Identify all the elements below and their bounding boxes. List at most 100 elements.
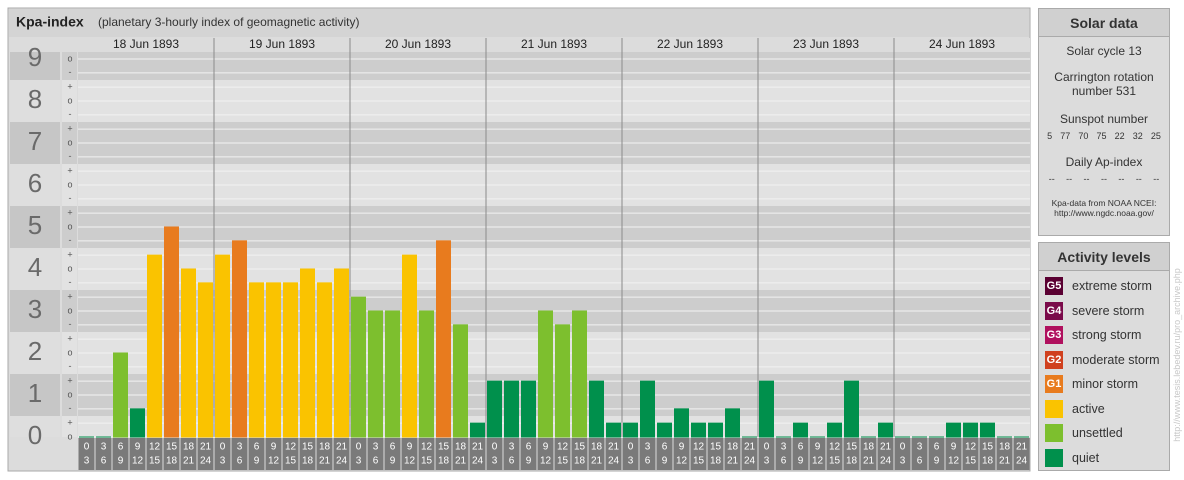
hour-end: 12 bbox=[676, 456, 688, 467]
sub-tick-label: o bbox=[67, 305, 72, 315]
hour-end: 3 bbox=[764, 456, 770, 467]
bar bbox=[96, 436, 111, 438]
hour-end: 6 bbox=[917, 456, 923, 467]
hour-cell bbox=[112, 438, 129, 470]
hour-cell bbox=[639, 438, 656, 470]
source-url: http://www.ngdc.noaa.gov/ bbox=[1054, 208, 1154, 218]
solar-cycle: Solar cycle 13 bbox=[1066, 44, 1142, 58]
hour-cell bbox=[554, 438, 571, 470]
hour-end: 15 bbox=[965, 456, 977, 467]
hour-cell bbox=[418, 438, 435, 470]
hour-end: 12 bbox=[948, 456, 960, 467]
y-tick-label: 9 bbox=[28, 42, 42, 72]
legend-item: G3 strong storm bbox=[1039, 323, 1169, 348]
hour-cell bbox=[520, 438, 537, 470]
bar bbox=[453, 324, 468, 438]
hour-end: 9 bbox=[798, 456, 804, 467]
sub-tick-label: - bbox=[69, 151, 72, 161]
bar bbox=[300, 268, 315, 438]
bar bbox=[487, 380, 502, 438]
sub-tick-label: o bbox=[67, 221, 72, 231]
hour-end: 21 bbox=[319, 456, 331, 467]
hour-cell bbox=[401, 438, 418, 470]
hour-cell bbox=[78, 438, 95, 470]
hour-cell bbox=[129, 438, 146, 470]
bar bbox=[555, 324, 570, 438]
bar bbox=[793, 422, 808, 438]
hour-cell bbox=[163, 438, 180, 470]
sub-tick-label: o bbox=[67, 53, 72, 63]
legend-item: G2 moderate storm bbox=[1039, 348, 1169, 373]
hour-end: 18 bbox=[438, 456, 450, 467]
hour-cell bbox=[231, 438, 248, 470]
bar bbox=[283, 282, 298, 438]
sub-band bbox=[62, 122, 77, 164]
hour-start: 12 bbox=[829, 442, 841, 453]
y-tick-label: 5 bbox=[28, 210, 42, 240]
hour-end: 21 bbox=[999, 456, 1011, 467]
hour-start: 6 bbox=[254, 442, 260, 453]
sub-tick-label: + bbox=[67, 418, 72, 428]
bar bbox=[215, 254, 230, 438]
hour-cell bbox=[775, 438, 792, 470]
sub-tick-label: - bbox=[69, 277, 72, 287]
label-band bbox=[10, 332, 60, 374]
legend-item: unsettled bbox=[1039, 421, 1169, 446]
bar bbox=[759, 380, 774, 438]
legend-swatch: G1 bbox=[1045, 375, 1063, 394]
legend-label: strong storm bbox=[1072, 328, 1142, 343]
bar bbox=[861, 436, 876, 438]
hour-cell bbox=[350, 438, 367, 470]
hour-cell bbox=[605, 438, 622, 470]
hour-cell bbox=[673, 438, 690, 470]
hour-start: 21 bbox=[608, 442, 620, 453]
hour-cell bbox=[724, 438, 741, 470]
sub-band bbox=[62, 332, 77, 374]
sub-tick-label: - bbox=[69, 193, 72, 203]
hour-cell bbox=[792, 438, 809, 470]
bar bbox=[232, 240, 247, 438]
hour-cell bbox=[503, 438, 520, 470]
label-band bbox=[10, 248, 60, 290]
hour-start: 18 bbox=[319, 442, 331, 453]
hour-start: 0 bbox=[84, 442, 90, 453]
hour-start: 12 bbox=[149, 442, 161, 453]
hour-start: 6 bbox=[798, 442, 804, 453]
ap-value: -- bbox=[1153, 174, 1160, 184]
panel-title: Solar data bbox=[1039, 9, 1169, 37]
hour-start: 0 bbox=[220, 442, 226, 453]
bar bbox=[929, 436, 944, 438]
hour-cell bbox=[690, 438, 707, 470]
bar bbox=[538, 310, 553, 438]
hour-end: 15 bbox=[421, 456, 433, 467]
hour-start: 0 bbox=[764, 442, 770, 453]
hour-end: 21 bbox=[727, 456, 739, 467]
chart-subtitle: (planetary 3-hourly index of geomagnetic… bbox=[98, 15, 359, 29]
bar bbox=[606, 422, 621, 438]
hour-end: 12 bbox=[268, 456, 280, 467]
hour-cell bbox=[758, 438, 775, 470]
legend-swatch: G2 bbox=[1045, 350, 1063, 369]
legend-item: G1 minor storm bbox=[1039, 372, 1169, 397]
hour-cell bbox=[146, 438, 163, 470]
hour-start: 15 bbox=[438, 442, 450, 453]
hour-cell bbox=[265, 438, 282, 470]
hour-start: 0 bbox=[492, 442, 498, 453]
legend-swatch bbox=[1045, 448, 1063, 467]
bar bbox=[895, 436, 910, 438]
sub-band bbox=[62, 290, 77, 332]
hour-start: 15 bbox=[982, 442, 994, 453]
bar bbox=[113, 352, 128, 438]
sub-tick-label: - bbox=[69, 403, 72, 413]
hour-cell bbox=[486, 438, 503, 470]
bar bbox=[470, 422, 485, 438]
day-label: 20 Jun 1893 bbox=[385, 37, 451, 51]
hour-cell bbox=[469, 438, 486, 470]
bar bbox=[419, 310, 434, 438]
sub-tick-label: o bbox=[67, 179, 72, 189]
label-band bbox=[10, 52, 60, 80]
hour-cell bbox=[656, 438, 673, 470]
hour-end: 12 bbox=[812, 456, 824, 467]
sub-tick-label: + bbox=[67, 166, 72, 176]
